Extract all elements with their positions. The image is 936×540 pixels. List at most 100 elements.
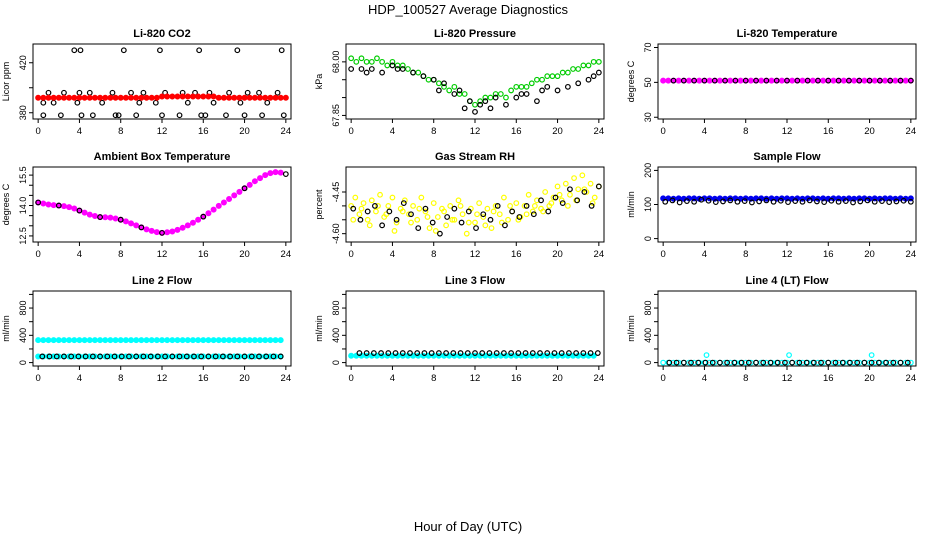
- data-point: [825, 77, 832, 84]
- data-point: [400, 200, 407, 207]
- y-tick-label: 50: [643, 77, 653, 87]
- data-point: [202, 112, 209, 119]
- data-point: [673, 359, 680, 366]
- data-point: [716, 77, 723, 84]
- data-point: [502, 222, 508, 229]
- data-point: [893, 198, 900, 205]
- data-point: [348, 66, 355, 72]
- data-point: [587, 350, 594, 356]
- data-point: [441, 83, 447, 90]
- data-point: [140, 89, 147, 96]
- data-point: [386, 208, 393, 215]
- data-point: [405, 66, 411, 72]
- data-point: [734, 198, 741, 205]
- data-point: [50, 202, 57, 209]
- x-tick-label: 12: [157, 126, 168, 137]
- data-point: [530, 211, 537, 218]
- data-point: [357, 216, 364, 223]
- data-point: [581, 186, 588, 193]
- data-point: [385, 350, 392, 356]
- data-point: [377, 191, 383, 198]
- x-tick-label: 24: [594, 126, 605, 137]
- data-point: [148, 94, 155, 101]
- data-point: [665, 77, 672, 84]
- data-point: [205, 93, 212, 100]
- data-point: [118, 353, 125, 360]
- y-tick-label: -4.60: [331, 223, 341, 244]
- data-point: [226, 196, 233, 203]
- data-point: [267, 170, 274, 177]
- data-point: [176, 353, 183, 360]
- x-tick-label: 4: [702, 373, 707, 384]
- data-point: [210, 206, 217, 213]
- plot-frame: [32, 43, 292, 120]
- x-tick-label: 16: [823, 249, 834, 260]
- data-point: [513, 94, 520, 101]
- data-point: [528, 80, 535, 87]
- data-point: [774, 359, 781, 366]
- data-point: [280, 112, 287, 119]
- y-tick-label: 800: [643, 301, 653, 316]
- y-tick-label: 67.85: [331, 104, 341, 127]
- data-point: [257, 94, 264, 101]
- data-point: [789, 359, 796, 366]
- data-point: [422, 205, 429, 212]
- data-point: [162, 353, 168, 360]
- y-tick-label: 14.0: [18, 197, 28, 215]
- x-tick-label: 4: [77, 373, 82, 384]
- y-axis-label: percent: [314, 189, 324, 220]
- data-point: [363, 58, 370, 65]
- data-point: [845, 195, 852, 202]
- x-tick-label: 20: [239, 249, 250, 260]
- x-tick-label: 16: [823, 373, 834, 384]
- x-tick-label: 4: [702, 126, 707, 137]
- data-point: [350, 205, 357, 212]
- data-point: [508, 350, 515, 356]
- data-point: [549, 73, 556, 80]
- x-tick-label: 8: [743, 249, 748, 260]
- data-point: [226, 337, 233, 344]
- data-point: [169, 93, 176, 100]
- data-point: [370, 350, 377, 356]
- data-point: [262, 337, 269, 344]
- data-point: [153, 337, 160, 344]
- data-point: [821, 199, 828, 206]
- data-point: [35, 337, 42, 344]
- data-point: [451, 205, 458, 212]
- series-trend: [35, 93, 289, 101]
- data-point: [897, 359, 904, 366]
- data-point: [463, 230, 470, 237]
- data-point: [246, 94, 253, 101]
- data-point: [727, 197, 734, 204]
- x-tick-label: 12: [157, 249, 168, 260]
- y-tick-label: 12.5: [18, 227, 28, 245]
- data-point: [581, 189, 588, 195]
- data-point: [591, 194, 598, 201]
- data-point: [594, 350, 601, 356]
- data-point: [215, 337, 222, 344]
- x-tick-label: 16: [198, 249, 209, 260]
- data-point: [364, 216, 371, 223]
- data-point: [81, 209, 88, 216]
- data-point: [763, 197, 770, 204]
- data-point: [389, 194, 396, 201]
- data-point: [356, 350, 363, 356]
- data-point: [749, 199, 755, 206]
- x-tick-label: 4: [702, 249, 707, 260]
- data-point: [257, 337, 264, 344]
- data-point: [465, 208, 472, 215]
- data-point: [571, 175, 577, 182]
- data-point: [415, 69, 422, 76]
- data-point: [57, 112, 64, 119]
- data-point: [89, 112, 96, 119]
- data-point: [234, 353, 241, 360]
- data-point: [857, 198, 864, 205]
- data-point: [698, 196, 705, 203]
- data-point: [590, 73, 597, 80]
- data-point: [768, 77, 775, 84]
- data-point: [399, 66, 406, 72]
- data-point: [492, 94, 499, 101]
- data-point: [82, 353, 89, 360]
- data-point: [580, 350, 587, 356]
- data-point: [76, 94, 83, 101]
